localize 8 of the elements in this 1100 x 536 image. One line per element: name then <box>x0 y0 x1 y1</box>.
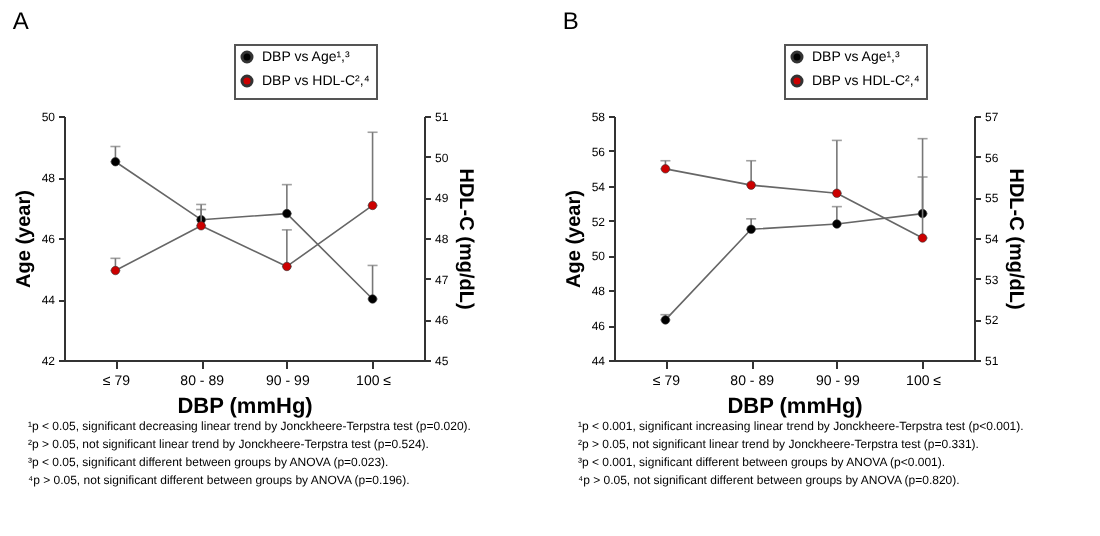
x-axis-title: DBP (mmHg) <box>177 395 314 419</box>
x-axis-title: DBP (mmHg) <box>727 395 864 419</box>
y-axis-title: Age (year) <box>563 190 586 288</box>
chart-title: B <box>562 7 579 35</box>
y-axis-title: Age (year) <box>13 190 36 288</box>
chart-title: A <box>12 7 29 35</box>
y2-axis-title: HDL-C (mg/dL) <box>454 168 477 310</box>
y2-axis-title: HDL-C (mg/dL) <box>1004 168 1027 310</box>
